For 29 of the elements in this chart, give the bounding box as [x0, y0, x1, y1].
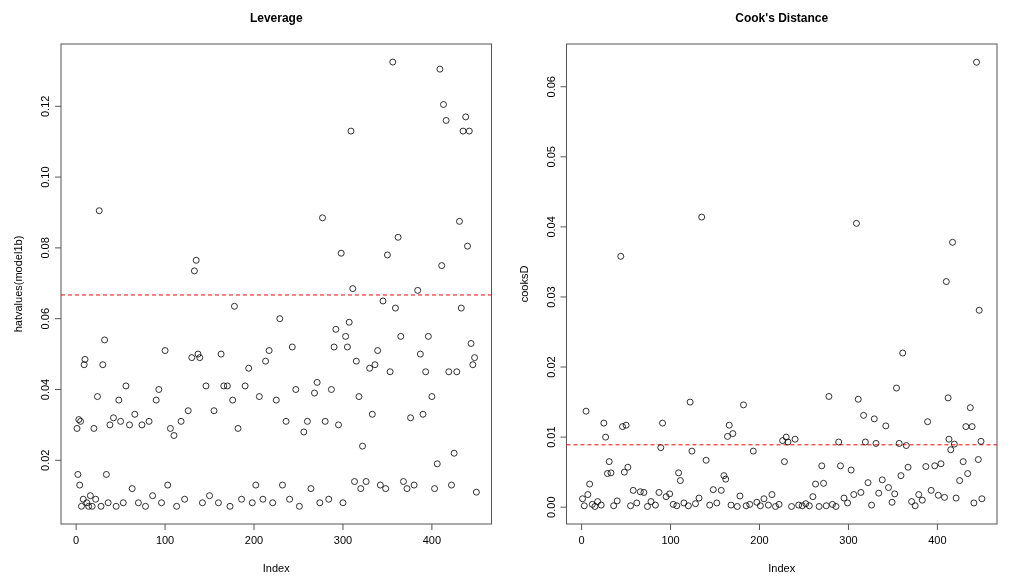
y-tick-label: 0.06: [544, 76, 557, 98]
x-axis-title: Index: [768, 562, 796, 574]
y-tick-label: 0.06: [39, 307, 51, 330]
x-tick-label: 0: [578, 534, 585, 546]
y-tick-label: 0.08: [39, 237, 51, 259]
x-tick-label: 100: [155, 534, 175, 546]
y-tick-label: 0.02: [544, 356, 557, 378]
y-tick-label: 0.03: [544, 286, 557, 308]
chart-title: Cook's Distance: [735, 11, 829, 25]
y-tick-label: 0.01: [544, 426, 557, 448]
y-tick-label: 0.12: [39, 95, 51, 118]
x-axis-title: Index: [262, 562, 291, 574]
chart-title: Leverage: [249, 11, 303, 25]
y-axis-title: cooksD: [517, 265, 530, 303]
x-tick-label: 0: [73, 534, 80, 546]
y-tick-label: 0.10: [39, 166, 51, 188]
x-tick-label: 400: [422, 534, 442, 546]
y-axis-title: hatvalues(model1b): [12, 235, 24, 333]
y-tick-label: 0.04: [39, 378, 51, 401]
x-tick-label: 200: [244, 534, 264, 546]
y-tick-label: 0.05: [544, 146, 557, 168]
x-tick-label: 300: [839, 534, 858, 546]
y-tick-label: 0.02: [39, 449, 51, 471]
x-tick-label: 400: [928, 534, 947, 546]
y-tick-label: 0.04: [544, 216, 557, 238]
x-tick-label: 200: [750, 534, 769, 546]
x-tick-label: 300: [333, 534, 353, 546]
y-tick-label: 0.00: [544, 496, 557, 518]
x-tick-label: 100: [661, 534, 680, 546]
